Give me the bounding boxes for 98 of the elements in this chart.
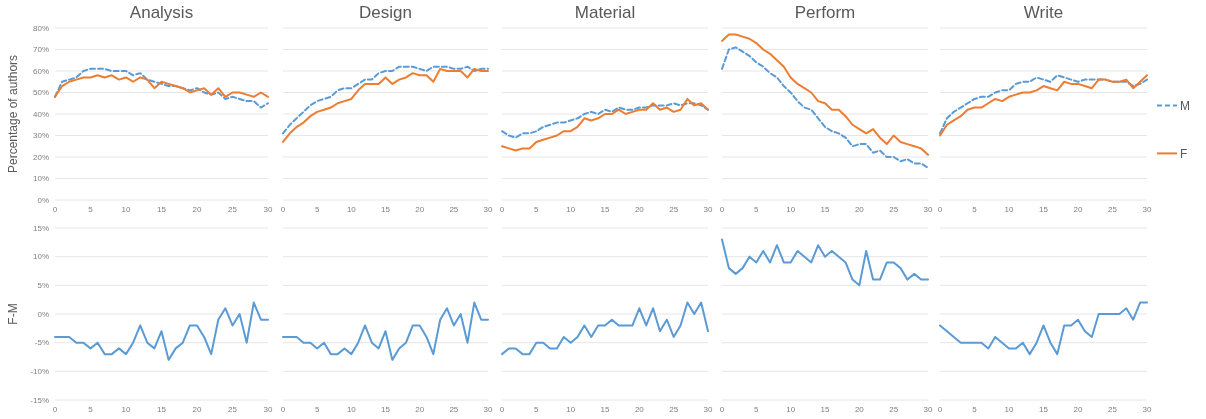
x-tick-label: 25 bbox=[889, 405, 899, 414]
y-axis-title: F-M bbox=[6, 303, 20, 325]
x-tick-label: 25 bbox=[669, 205, 679, 214]
x-tick-label: 10 bbox=[566, 405, 576, 414]
x-tick-label: 15 bbox=[381, 205, 391, 214]
x-tick-label: 20 bbox=[192, 405, 202, 414]
y-tick-label: 50% bbox=[32, 88, 49, 98]
x-tick-label: 20 bbox=[634, 405, 645, 414]
y-tick-label: 70% bbox=[32, 45, 49, 55]
x-tick-label: 15 bbox=[1039, 205, 1049, 214]
x-tick-label: 0 bbox=[937, 205, 943, 214]
x-tick-label: 5 bbox=[88, 205, 94, 214]
y-tick-label: 10% bbox=[32, 174, 49, 184]
x-tick-label: 5 bbox=[754, 205, 760, 214]
x-tick-label: 10 bbox=[346, 205, 357, 214]
line-series bbox=[54, 74, 269, 98]
x-tick-label: 15 bbox=[600, 205, 610, 214]
x-tick-label: 20 bbox=[854, 405, 865, 414]
x-tick-label: 0 bbox=[937, 405, 943, 414]
x-tick-label: 20 bbox=[1073, 405, 1083, 414]
x-tick-label: 10 bbox=[786, 205, 796, 214]
y-tick-label: -10% bbox=[30, 367, 49, 377]
x-tick-label: 25 bbox=[228, 405, 238, 414]
y-tick-label: 10% bbox=[32, 252, 49, 262]
x-tick-label: 5 bbox=[314, 405, 320, 414]
x-tick-label: 25 bbox=[228, 205, 238, 214]
x-tick-label: 10 bbox=[346, 405, 357, 414]
y-tick-label: 0% bbox=[37, 309, 49, 319]
line-series bbox=[54, 67, 269, 109]
x-tick-label: 30 bbox=[483, 205, 493, 214]
x-tick-label: 25 bbox=[1108, 405, 1118, 414]
x-tick-label: 25 bbox=[449, 205, 459, 214]
x-tick-label: 5 bbox=[88, 405, 94, 414]
x-tick-label: 30 bbox=[703, 205, 713, 214]
x-tick-label: 10 bbox=[121, 405, 131, 414]
x-tick-label: 5 bbox=[534, 205, 540, 214]
x-tick-label: 0 bbox=[280, 205, 286, 214]
x-tick-label: 5 bbox=[972, 405, 978, 414]
x-tick-label: 15 bbox=[600, 405, 610, 414]
x-tick-label: 20 bbox=[1073, 205, 1083, 214]
x-tick-label: 0 bbox=[499, 405, 505, 414]
x-tick-label: 0 bbox=[52, 205, 58, 214]
x-tick-label: 30 bbox=[703, 405, 713, 414]
x-tick-label: 0 bbox=[52, 405, 58, 414]
x-tick-label: 25 bbox=[669, 405, 679, 414]
x-tick-label: 20 bbox=[634, 205, 645, 214]
legend-label: M bbox=[1180, 98, 1190, 113]
y-tick-label: 30% bbox=[32, 131, 49, 141]
y-tick-label: 80% bbox=[32, 23, 49, 33]
x-tick-label: 15 bbox=[381, 405, 391, 414]
x-tick-label: 15 bbox=[820, 205, 830, 214]
y-tick-label: 40% bbox=[32, 109, 49, 119]
x-tick-label: 5 bbox=[314, 205, 320, 214]
x-tick-label: 30 bbox=[483, 405, 493, 414]
x-tick-label: 10 bbox=[1004, 205, 1014, 214]
chart-title: Analysis bbox=[129, 3, 194, 22]
x-tick-label: 30 bbox=[263, 405, 273, 414]
x-tick-label: 5 bbox=[754, 405, 760, 414]
x-tick-label: 10 bbox=[566, 205, 576, 214]
y-tick-label: 20% bbox=[32, 152, 49, 162]
x-tick-label: 30 bbox=[263, 205, 273, 214]
x-tick-label: 20 bbox=[854, 205, 865, 214]
x-tick-label: 0 bbox=[280, 405, 286, 414]
x-tick-label: 25 bbox=[449, 405, 459, 414]
y-tick-label: -5% bbox=[34, 338, 49, 348]
x-tick-label: 15 bbox=[1039, 405, 1049, 414]
x-tick-label: 10 bbox=[786, 405, 796, 414]
x-tick-label: 30 bbox=[923, 405, 933, 414]
x-tick-label: 25 bbox=[889, 205, 899, 214]
x-tick-label: 15 bbox=[820, 405, 830, 414]
x-tick-label: 0 bbox=[499, 205, 505, 214]
y-axis-title: Percentage of authors bbox=[6, 54, 20, 174]
x-tick-label: 5 bbox=[972, 205, 978, 214]
chart-title: Design bbox=[359, 3, 412, 22]
x-tick-label: 20 bbox=[192, 205, 202, 214]
chart-title: Write bbox=[1023, 3, 1064, 22]
x-tick-label: 5 bbox=[534, 405, 540, 414]
chart-title: Perform bbox=[794, 3, 856, 22]
x-tick-label: 30 bbox=[923, 205, 933, 214]
x-tick-label: 30 bbox=[1142, 205, 1152, 214]
x-tick-label: 20 bbox=[415, 405, 425, 414]
x-tick-label: 10 bbox=[1004, 405, 1014, 414]
x-tick-label: 25 bbox=[1108, 205, 1118, 214]
x-tick-label: 20 bbox=[415, 205, 425, 214]
y-tick-label: 15% bbox=[32, 223, 49, 233]
x-tick-label: 0 bbox=[719, 405, 725, 414]
x-tick-label: 15 bbox=[157, 205, 167, 214]
y-tick-label: 0% bbox=[37, 195, 49, 205]
y-tick-label: -15% bbox=[30, 395, 49, 405]
x-tick-label: 10 bbox=[121, 205, 131, 214]
x-tick-label: 15 bbox=[157, 405, 167, 414]
x-tick-label: 30 bbox=[1142, 405, 1152, 414]
y-tick-label: 60% bbox=[32, 66, 49, 76]
chart-title: Material bbox=[574, 3, 636, 22]
legend-label: F bbox=[1180, 146, 1188, 161]
x-tick-label: 0 bbox=[719, 205, 725, 214]
y-tick-label: 5% bbox=[37, 281, 49, 291]
line-series bbox=[54, 301, 269, 361]
